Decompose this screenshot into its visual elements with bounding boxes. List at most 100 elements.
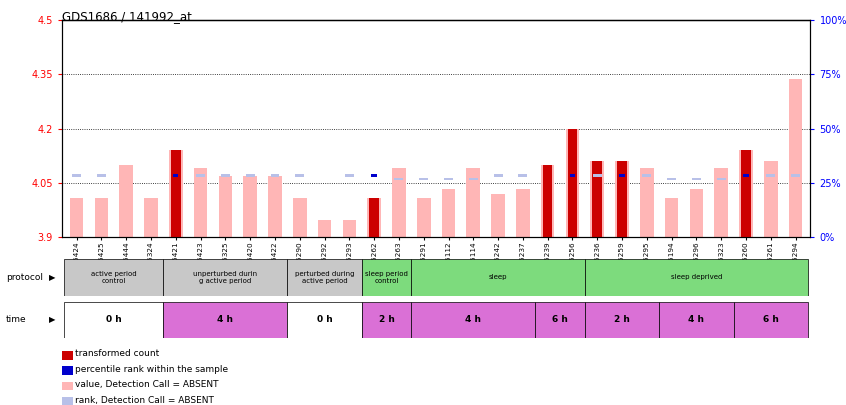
Bar <box>72 175 81 177</box>
Bar <box>343 220 356 237</box>
Bar <box>566 128 580 237</box>
Bar <box>541 165 554 237</box>
Bar <box>295 175 305 177</box>
Text: perturbed during
active period: perturbed during active period <box>294 271 354 284</box>
Bar <box>163 302 288 338</box>
Bar <box>733 302 808 338</box>
Bar <box>95 198 108 237</box>
Bar <box>494 175 503 177</box>
Bar <box>585 259 808 296</box>
Bar <box>392 168 406 237</box>
Bar <box>221 175 230 177</box>
Bar <box>245 175 255 177</box>
Bar <box>288 302 362 338</box>
Bar <box>659 302 733 338</box>
Bar <box>420 178 428 180</box>
Bar <box>741 150 750 237</box>
Text: percentile rank within the sample: percentile rank within the sample <box>75 365 228 374</box>
Bar <box>444 178 453 180</box>
Bar <box>591 161 604 237</box>
Bar <box>744 175 749 177</box>
Bar <box>592 161 602 237</box>
Text: unperturbed durin
g active period: unperturbed durin g active period <box>194 271 257 284</box>
Bar <box>615 161 629 237</box>
Bar <box>536 302 585 338</box>
Bar <box>516 189 530 237</box>
Text: protocol: protocol <box>6 273 43 282</box>
Bar <box>171 150 180 237</box>
Text: sleep period
control: sleep period control <box>365 271 408 284</box>
Bar <box>568 128 577 237</box>
Bar <box>411 259 585 296</box>
Bar <box>64 302 163 338</box>
Text: value, Detection Call = ABSENT: value, Detection Call = ABSENT <box>75 380 219 389</box>
Bar <box>667 178 676 180</box>
Bar <box>791 175 800 177</box>
Bar <box>97 175 106 177</box>
Text: 0 h: 0 h <box>106 315 122 324</box>
Bar <box>70 198 84 237</box>
Bar <box>268 176 282 237</box>
Text: 6 h: 6 h <box>763 315 778 324</box>
Bar <box>469 178 478 180</box>
Text: 4 h: 4 h <box>217 315 233 324</box>
Bar <box>717 178 726 180</box>
Text: rank, Detection Call = ABSENT: rank, Detection Call = ABSENT <box>75 396 214 405</box>
Bar <box>593 175 602 177</box>
Text: ▶: ▶ <box>49 273 56 282</box>
Bar <box>362 302 411 338</box>
Bar <box>466 168 481 237</box>
Bar <box>218 176 232 237</box>
Bar <box>194 168 207 237</box>
Bar <box>288 259 362 296</box>
Text: GDS1686 / 141992_at: GDS1686 / 141992_at <box>62 10 192 23</box>
Bar <box>293 198 306 237</box>
Bar <box>714 168 728 237</box>
Bar <box>370 198 379 237</box>
Bar <box>271 175 279 177</box>
Bar <box>173 175 179 177</box>
Bar <box>764 161 777 237</box>
Bar <box>585 302 659 338</box>
Bar <box>442 189 455 237</box>
Bar <box>519 175 527 177</box>
Bar <box>163 259 288 296</box>
Bar <box>543 165 552 237</box>
Bar <box>244 176 257 237</box>
Bar <box>144 198 158 237</box>
Bar <box>619 175 624 177</box>
Text: ▶: ▶ <box>49 315 56 324</box>
Bar <box>570 175 575 177</box>
Bar <box>618 161 627 237</box>
Bar <box>362 259 411 296</box>
Text: 0 h: 0 h <box>316 315 332 324</box>
Bar <box>64 259 163 296</box>
Bar <box>766 175 775 177</box>
Bar <box>318 220 332 237</box>
Bar <box>119 165 133 237</box>
Text: sleep: sleep <box>489 275 508 280</box>
Bar <box>689 189 703 237</box>
Bar <box>345 175 354 177</box>
Bar <box>739 150 753 237</box>
Bar <box>411 302 536 338</box>
Bar <box>692 178 700 180</box>
Bar <box>196 175 205 177</box>
Bar <box>788 79 802 237</box>
Bar <box>640 168 654 237</box>
Text: sleep deprived: sleep deprived <box>671 275 722 280</box>
Text: active period
control: active period control <box>91 271 137 284</box>
Text: 6 h: 6 h <box>552 315 568 324</box>
Text: transformed count: transformed count <box>75 350 160 358</box>
Bar <box>394 178 404 180</box>
Bar <box>642 175 651 177</box>
Text: 4 h: 4 h <box>465 315 481 324</box>
Text: 2 h: 2 h <box>614 315 630 324</box>
Bar <box>367 198 381 237</box>
Text: time: time <box>6 315 26 324</box>
Bar <box>417 198 431 237</box>
Bar <box>492 194 505 237</box>
Text: 4 h: 4 h <box>689 315 705 324</box>
Text: 2 h: 2 h <box>379 315 394 324</box>
Bar <box>371 175 376 177</box>
